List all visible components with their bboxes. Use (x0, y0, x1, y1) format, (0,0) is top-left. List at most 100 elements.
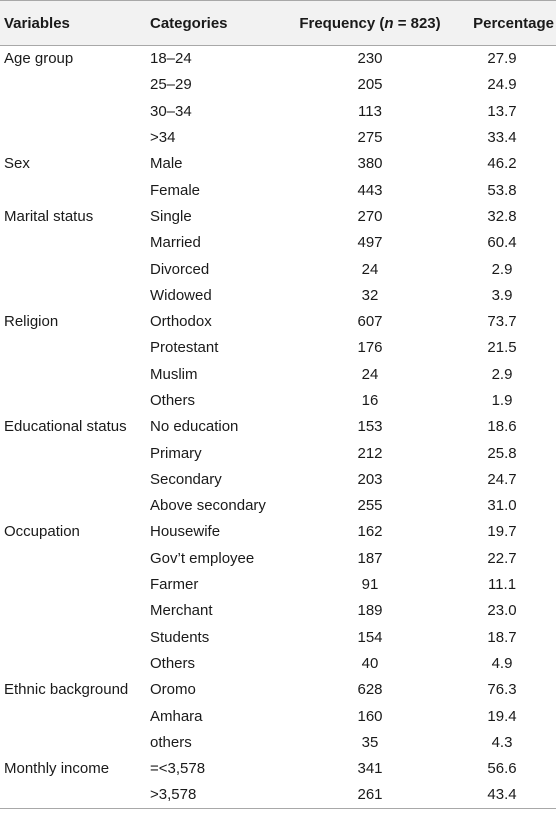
cell-frequency: 187 (357, 549, 383, 567)
cell-percentage: 60.4 (487, 234, 517, 252)
cell-percentage: 18.6 (487, 418, 517, 436)
cell-percentage: 33.4 (487, 129, 517, 147)
cell-variable (0, 729, 150, 755)
table-row: Others 16 1.9 (0, 387, 556, 413)
cell-category: Students (150, 628, 210, 646)
cell-percentage: 18.7 (487, 628, 517, 646)
cell-frequency: 32 (361, 286, 379, 304)
cell-variable (0, 781, 150, 809)
cell-variable (0, 545, 150, 571)
cell-frequency: 275 (357, 129, 383, 147)
cell-percentage: 3.9 (491, 286, 513, 304)
cell-category: Merchant (150, 602, 213, 620)
table-row: Religion Orthodox 607 73.7 (0, 308, 556, 334)
header-categories: Categories (150, 14, 228, 32)
cell-category: =<3,578 (150, 760, 206, 778)
cell-category: Female (150, 181, 201, 199)
cell-category: Above secondary (150, 497, 266, 515)
cell-frequency: 24 (361, 260, 379, 278)
cell-category: 25–29 (150, 76, 192, 94)
cell-category: Gov’t employee (150, 549, 255, 567)
cell-variable: Occupation (4, 523, 80, 541)
cell-frequency: 160 (357, 707, 383, 725)
cell-percentage: 1.9 (491, 392, 513, 409)
cell-variable (0, 466, 150, 492)
table-row: Above secondary 255 31.0 (0, 493, 556, 519)
cell-percentage: 27.9 (487, 50, 517, 68)
cell-frequency: 203 (357, 470, 383, 488)
cell-category: Oromo (150, 681, 196, 699)
cell-category: >3,578 (150, 781, 292, 809)
cell-frequency: 255 (357, 497, 383, 515)
table-row: Amhara 160 19.4 (0, 703, 556, 729)
cell-frequency: 35 (361, 733, 379, 751)
cell-variable: Educational status (4, 418, 127, 436)
header-frequency-n: n (384, 14, 394, 32)
cell-percentage: 43.4 (448, 781, 556, 809)
table-row: >34 275 33.4 (0, 124, 556, 150)
cell-variable: Sex (4, 155, 30, 173)
cell-category: Secondary (150, 470, 222, 488)
table-body: Age group 18–24 230 27.9 25–29 205 24.9 30–34 11… (0, 46, 556, 809)
cell-category: 30–34 (150, 102, 192, 120)
cell-percentage: 19.7 (487, 523, 517, 541)
cell-percentage: 24.7 (487, 470, 517, 488)
table-row: Ethnic background Oromo 628 76.3 (0, 677, 556, 703)
cell-category: others (150, 733, 192, 751)
cell-percentage: 53.8 (487, 181, 517, 199)
cell-variable: Ethnic background (4, 681, 129, 699)
cell-frequency: 270 (357, 207, 383, 225)
cell-variable (0, 72, 150, 98)
cell-category: Widowed (150, 286, 212, 304)
cell-frequency: 212 (357, 444, 383, 462)
cell-percentage: 11.1 (487, 576, 517, 594)
cell-percentage: 2.9 (491, 260, 513, 278)
cell-frequency: 189 (357, 602, 383, 620)
cell-category: Farmer (150, 576, 199, 594)
cell-variable: Age group (4, 50, 74, 68)
cell-category: Others (150, 392, 196, 409)
table-row: Gov’t employee 187 22.7 (0, 545, 556, 571)
table-row: Merchant 189 23.0 (0, 598, 556, 624)
table-row: Students 154 18.7 (0, 624, 556, 650)
cell-variable (0, 387, 150, 413)
cell-frequency: 154 (357, 628, 383, 646)
table-row: 25–29 205 24.9 (0, 72, 556, 98)
header-frequency-suffix: = 823) (393, 14, 441, 32)
cell-frequency: 205 (357, 76, 383, 94)
cell-category: Others (150, 654, 196, 672)
cell-variable (0, 98, 150, 124)
cell-variable (0, 624, 150, 650)
cell-percentage: 22.7 (487, 549, 517, 567)
cell-frequency: 40 (361, 654, 379, 672)
cell-percentage: 19.4 (487, 707, 517, 725)
cell-category: Housewife (150, 523, 221, 541)
cell-percentage: 32.8 (487, 207, 517, 225)
cell-category: No education (150, 418, 239, 436)
cell-variable: Marital status (4, 207, 94, 225)
table-row: Monthly income =<3,578 341 56.6 (0, 756, 556, 782)
cell-variable (0, 703, 150, 729)
cell-variable (0, 230, 150, 256)
cell-category: >34 (150, 129, 176, 147)
cell-variable (0, 177, 150, 203)
table-row: Marital status Single 270 32.8 (0, 203, 556, 229)
cell-frequency: 341 (357, 760, 383, 778)
cell-frequency: 16 (361, 392, 379, 409)
table-row: Muslim 24 2.9 (0, 361, 556, 387)
cell-frequency: 162 (357, 523, 383, 541)
cell-variable (0, 493, 150, 519)
cell-category: Protestant (150, 339, 219, 357)
cell-variable (0, 571, 150, 597)
cell-variable (0, 361, 150, 387)
table-row: Protestant 176 21.5 (0, 335, 556, 361)
cell-frequency: 91 (361, 576, 379, 594)
table-row: Educational status No education 153 18.6 (0, 414, 556, 440)
header-row: Variables Categories Frequency (n = 823)… (0, 0, 556, 46)
header-percentage: Percentage (473, 14, 554, 32)
cell-frequency: 261 (292, 781, 448, 809)
cell-variable (0, 598, 150, 624)
table-row: Sex Male 380 46.2 (0, 151, 556, 177)
cell-category: Married (150, 234, 201, 252)
